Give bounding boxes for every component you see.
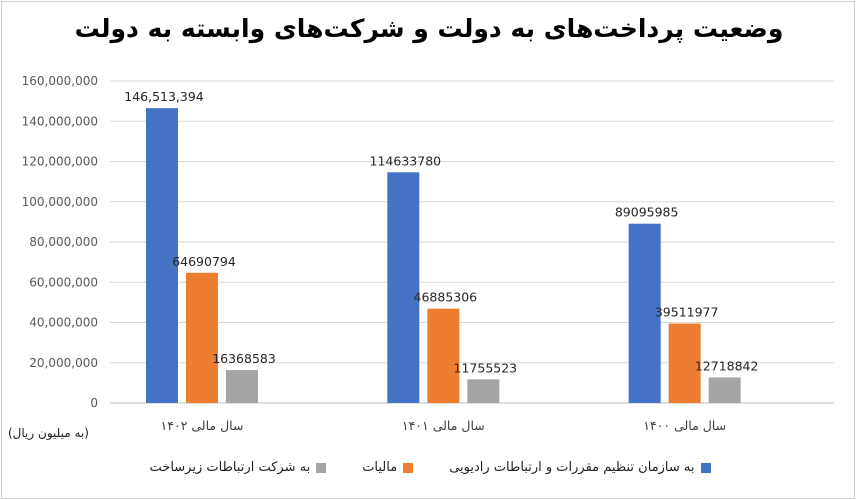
data-label: 89095985 xyxy=(615,205,679,220)
bar xyxy=(628,223,661,403)
y-unit-label: (به میلیون ریال) xyxy=(8,426,89,440)
data-label: 12718842 xyxy=(695,358,759,373)
legend-swatch xyxy=(403,462,414,473)
data-label: 16368583 xyxy=(212,351,276,366)
y-tick-label: 140,000,000 xyxy=(22,114,98,128)
x-tick-label: سال مالی ۱۴۰۰ xyxy=(643,418,726,433)
x-tick-label: سال مالی ۱۴۰۱ xyxy=(402,418,485,433)
legend: به سازمان تنظیم مقررات و ارتباطات رادیوی… xyxy=(2,460,856,475)
bar xyxy=(467,379,500,403)
legend-label: به شرکت ارتباطات زیرساخت xyxy=(149,460,311,475)
x-tick-label: سال مالی ۱۴۰۲ xyxy=(161,418,244,433)
bar xyxy=(146,108,178,404)
data-label: 114633780 xyxy=(370,153,442,168)
y-tick-label: 120,000,000 xyxy=(22,155,98,169)
legend-label: به سازمان تنظیم مقررات و ارتباطات رادیوی… xyxy=(449,460,695,475)
data-label: 146,513,394 xyxy=(124,89,204,104)
legend-item: مالیات xyxy=(362,460,414,475)
legend-swatch xyxy=(700,462,711,473)
y-tick-label: 20,000,000 xyxy=(29,356,98,370)
y-tick-label: 80,000,000 xyxy=(29,235,98,249)
y-tick-label: 40,000,000 xyxy=(29,316,98,330)
legend-label: مالیات xyxy=(362,460,398,475)
data-label: 11755523 xyxy=(454,360,518,375)
y-tick-label: 100,000,000 xyxy=(22,195,98,209)
legend-item: به شرکت ارتباطات زیرساخت xyxy=(150,460,327,475)
legend-swatch xyxy=(316,462,327,473)
data-label: 46885306 xyxy=(414,290,478,305)
bar xyxy=(708,377,741,403)
data-label: 39511977 xyxy=(655,304,719,319)
data-label: 64690794 xyxy=(172,254,236,269)
bar xyxy=(186,272,218,403)
y-tick-label: 60,000,000 xyxy=(29,275,98,289)
bar xyxy=(427,308,460,403)
bar xyxy=(226,370,258,403)
chart-title: وضعیت پرداخت‌های به دولت و شرکت‌های وابس… xyxy=(74,14,784,43)
legend-item: به سازمان تنظیم مقررات و ارتباطات رادیوی… xyxy=(449,460,711,475)
bar xyxy=(387,172,420,403)
y-tick-label: 160,000,000 xyxy=(22,74,98,88)
y-tick-label: 0 xyxy=(90,396,98,410)
bar xyxy=(668,323,701,403)
